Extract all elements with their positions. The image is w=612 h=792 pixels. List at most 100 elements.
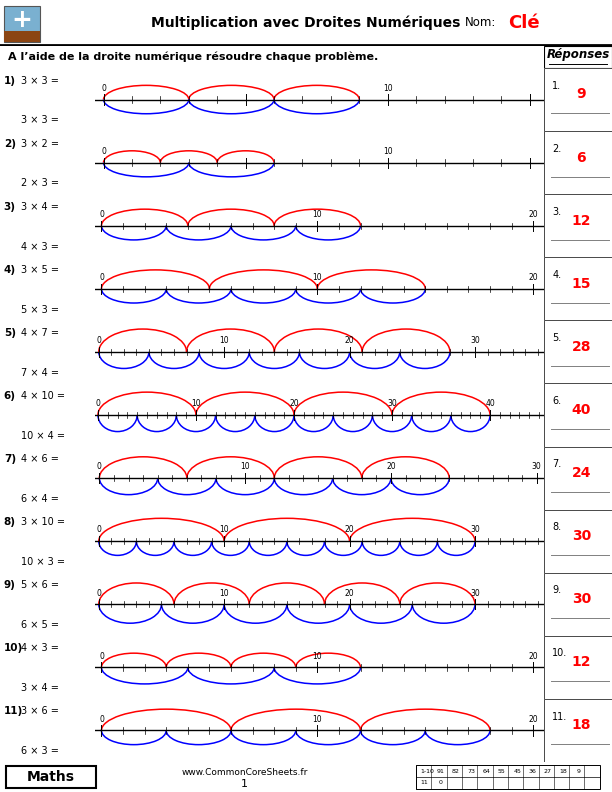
Text: 12: 12 (572, 214, 591, 227)
Text: 11): 11) (4, 706, 23, 717)
Text: 64: 64 (483, 769, 490, 774)
Text: 45: 45 (513, 769, 521, 774)
Text: 10: 10 (313, 714, 322, 724)
Text: 5 × 6 =: 5 × 6 = (21, 581, 59, 590)
Text: Clé: Clé (508, 14, 540, 32)
Text: 40: 40 (485, 399, 495, 409)
Text: 40: 40 (572, 403, 591, 417)
Text: 15: 15 (572, 276, 591, 291)
Text: 5 × 3 =: 5 × 3 = (21, 305, 59, 314)
Text: 18: 18 (572, 718, 591, 733)
Text: 4.: 4. (552, 270, 561, 280)
Text: 0: 0 (101, 84, 106, 93)
Text: 4 × 6 =: 4 × 6 = (21, 454, 59, 464)
Text: 27: 27 (543, 769, 552, 774)
Text: 5.: 5. (552, 333, 561, 343)
Text: 8): 8) (4, 517, 16, 527)
Text: 9): 9) (4, 581, 16, 590)
Text: 2 × 3 =: 2 × 3 = (21, 178, 59, 188)
Text: 20: 20 (345, 588, 354, 598)
Text: 10: 10 (191, 399, 201, 409)
Text: 0: 0 (96, 525, 101, 535)
Text: 10 × 4 =: 10 × 4 = (21, 431, 65, 441)
Text: 6: 6 (577, 150, 586, 165)
Text: Réponses: Réponses (547, 48, 610, 61)
Text: +: + (12, 8, 32, 32)
Text: 10): 10) (4, 643, 23, 653)
Text: 20: 20 (345, 525, 354, 535)
Text: 4 × 3 =: 4 × 3 = (21, 643, 59, 653)
Text: 0: 0 (99, 273, 104, 282)
Text: 36: 36 (529, 769, 536, 774)
Text: 30: 30 (470, 588, 480, 598)
Text: 8.: 8. (552, 522, 561, 532)
Text: 0: 0 (99, 652, 104, 661)
Bar (4, 31, 40, 42)
Text: 20: 20 (386, 463, 396, 471)
Text: 1-10: 1-10 (420, 769, 435, 774)
Text: 2.: 2. (552, 144, 561, 154)
Text: 91: 91 (437, 769, 444, 774)
Text: 10: 10 (313, 652, 322, 661)
Text: 3 × 3 =: 3 × 3 = (21, 116, 59, 125)
Text: Multiplication avec Droites Numériques: Multiplication avec Droites Numériques (151, 16, 461, 30)
Text: 30: 30 (387, 399, 397, 409)
Bar (416, 765, 600, 789)
Text: 4): 4) (4, 265, 16, 275)
Text: 6 × 4 =: 6 × 4 = (21, 494, 59, 504)
Text: 10: 10 (383, 84, 392, 93)
Text: 10: 10 (241, 463, 250, 471)
Text: 20: 20 (528, 714, 538, 724)
Text: 1): 1) (4, 75, 16, 86)
Text: 3 × 4 =: 3 × 4 = (21, 202, 59, 211)
Bar (4, 6, 40, 42)
Text: 4 × 7 =: 4 × 7 = (21, 328, 59, 338)
Text: 0: 0 (439, 780, 442, 785)
Text: 2): 2) (4, 139, 16, 149)
Bar (6, 766, 96, 788)
Text: 55: 55 (498, 769, 506, 774)
Text: 3.: 3. (552, 207, 561, 217)
Text: 6 × 3 =: 6 × 3 = (21, 746, 59, 756)
Text: 9.: 9. (552, 585, 561, 596)
Text: 10: 10 (313, 273, 322, 282)
Text: 1.: 1. (552, 81, 561, 90)
Text: 20: 20 (345, 337, 354, 345)
Text: 5): 5) (4, 328, 16, 338)
Text: 1: 1 (241, 779, 248, 789)
Text: 4 × 10 =: 4 × 10 = (21, 391, 65, 401)
Text: 30: 30 (470, 337, 480, 345)
Text: 12: 12 (572, 655, 591, 669)
Text: www.CommonCoreSheets.fr: www.CommonCoreSheets.fr (182, 768, 308, 777)
Text: A l’aide de la droite numérique résoudre chaque problème.: A l’aide de la droite numérique résoudre… (8, 51, 378, 63)
Text: Nom:: Nom: (465, 17, 496, 29)
Text: 0: 0 (99, 714, 104, 724)
Text: 11: 11 (420, 780, 428, 785)
Text: 6): 6) (4, 391, 16, 401)
Text: 82: 82 (452, 769, 460, 774)
Text: 0: 0 (99, 210, 104, 219)
Text: 0: 0 (96, 588, 101, 598)
Text: 20: 20 (289, 399, 299, 409)
Text: 3 × 5 =: 3 × 5 = (21, 265, 59, 275)
Text: 20: 20 (528, 652, 538, 661)
Text: 7.: 7. (552, 459, 561, 469)
Text: 7): 7) (4, 454, 16, 464)
Text: 18: 18 (559, 769, 567, 774)
Text: 3 × 2 =: 3 × 2 = (21, 139, 59, 149)
Text: 11.: 11. (552, 711, 567, 722)
Text: 0: 0 (97, 463, 102, 471)
Text: 10: 10 (219, 337, 229, 345)
Text: 10 × 3 =: 10 × 3 = (21, 557, 65, 567)
Text: 10: 10 (383, 147, 392, 156)
Text: 10: 10 (313, 210, 322, 219)
Text: 10: 10 (219, 525, 229, 535)
Text: 3 × 4 =: 3 × 4 = (21, 683, 59, 693)
Text: 4 × 3 =: 4 × 3 = (21, 242, 59, 252)
Text: 20: 20 (528, 210, 538, 219)
Text: 73: 73 (467, 769, 476, 774)
Text: 6.: 6. (552, 396, 561, 406)
Text: 6 × 5 =: 6 × 5 = (21, 620, 59, 630)
Text: 9: 9 (577, 769, 580, 774)
Text: 20: 20 (528, 273, 538, 282)
